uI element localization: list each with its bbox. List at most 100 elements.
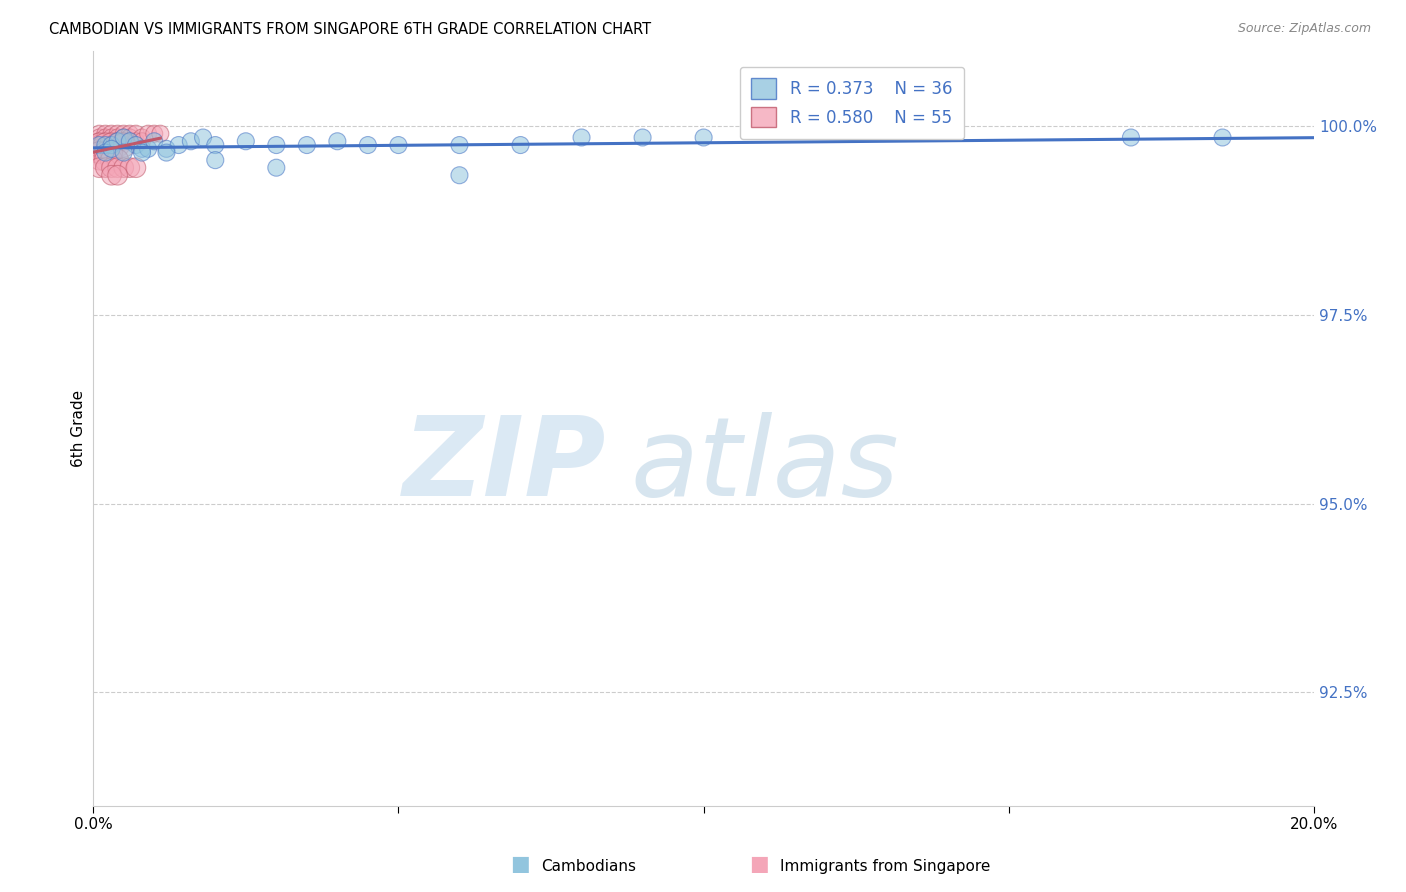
Text: ■: ■ <box>749 855 769 874</box>
Point <box>118 130 141 145</box>
Point <box>235 134 257 148</box>
Point <box>94 138 117 153</box>
Point <box>94 161 117 175</box>
Point <box>94 134 117 148</box>
Text: Immigrants from Singapore: Immigrants from Singapore <box>780 859 991 874</box>
Point <box>89 138 111 153</box>
Point <box>100 138 122 153</box>
Point <box>143 127 166 141</box>
Point <box>266 161 288 175</box>
Point <box>89 153 111 168</box>
Point <box>143 134 166 148</box>
Text: ZIP: ZIP <box>402 412 606 519</box>
Point <box>155 142 177 156</box>
Point <box>100 138 122 153</box>
Text: CAMBODIAN VS IMMIGRANTS FROM SINGAPORE 6TH GRADE CORRELATION CHART: CAMBODIAN VS IMMIGRANTS FROM SINGAPORE 6… <box>49 22 651 37</box>
Point <box>118 134 141 148</box>
Point <box>107 130 129 145</box>
Point <box>118 127 141 141</box>
Point <box>107 134 129 148</box>
Point <box>149 127 172 141</box>
Point <box>89 145 111 160</box>
Point <box>167 138 190 153</box>
Point <box>94 138 117 153</box>
Point <box>107 153 129 168</box>
Legend: R = 0.373    N = 36, R = 0.580    N = 55: R = 0.373 N = 36, R = 0.580 N = 55 <box>740 67 965 139</box>
Point <box>94 153 117 168</box>
Point <box>100 153 122 168</box>
Point <box>191 130 214 145</box>
Point <box>118 134 141 148</box>
Point <box>94 145 117 160</box>
Point <box>100 161 122 175</box>
Point <box>509 138 531 153</box>
Point <box>89 145 111 160</box>
Point <box>107 161 129 175</box>
Point <box>266 138 288 153</box>
Point <box>631 130 654 145</box>
Text: Cambodians: Cambodians <box>541 859 637 874</box>
Point <box>94 130 117 145</box>
Point <box>89 134 111 148</box>
Point <box>100 142 122 156</box>
Point <box>112 161 135 175</box>
Point <box>131 134 153 148</box>
Point <box>89 127 111 141</box>
Point <box>112 138 135 153</box>
Text: atlas: atlas <box>630 412 898 519</box>
Point <box>204 153 226 168</box>
Point <box>125 161 148 175</box>
Point <box>136 127 159 141</box>
Point <box>107 138 129 153</box>
Point <box>94 142 117 156</box>
Point <box>100 145 122 160</box>
Point <box>107 138 129 153</box>
Point <box>125 138 148 153</box>
Point <box>94 138 117 153</box>
Text: Source: ZipAtlas.com: Source: ZipAtlas.com <box>1237 22 1371 36</box>
Point <box>112 130 135 145</box>
Point <box>100 134 122 148</box>
Point <box>1211 130 1233 145</box>
Point <box>112 145 135 160</box>
Point <box>571 130 593 145</box>
Point <box>131 145 153 160</box>
Point <box>155 145 177 160</box>
Point <box>180 134 202 148</box>
Point <box>131 130 153 145</box>
Point <box>204 138 226 153</box>
Point <box>118 161 141 175</box>
Point <box>94 127 117 141</box>
Point <box>112 134 135 148</box>
Point <box>326 134 349 148</box>
Point <box>131 142 153 156</box>
Point <box>100 168 122 182</box>
Point <box>125 134 148 148</box>
Point <box>295 138 318 153</box>
Point <box>100 142 122 156</box>
Text: ■: ■ <box>510 855 530 874</box>
Point <box>107 168 129 182</box>
Point <box>136 142 159 156</box>
Point <box>692 130 714 145</box>
Point <box>89 138 111 153</box>
Point <box>107 134 129 148</box>
Point <box>449 138 471 153</box>
Point <box>387 138 409 153</box>
Point <box>107 127 129 141</box>
Point <box>112 130 135 145</box>
Point <box>89 130 111 145</box>
Point <box>89 142 111 156</box>
Point <box>89 161 111 175</box>
Point <box>1119 130 1142 145</box>
Point <box>357 138 380 153</box>
Point <box>112 127 135 141</box>
Point <box>100 127 122 141</box>
Point <box>100 138 122 153</box>
Point <box>94 145 117 160</box>
Y-axis label: 6th Grade: 6th Grade <box>72 390 86 467</box>
Point <box>89 138 111 153</box>
Point <box>125 127 148 141</box>
Point <box>449 168 471 182</box>
Point <box>100 130 122 145</box>
